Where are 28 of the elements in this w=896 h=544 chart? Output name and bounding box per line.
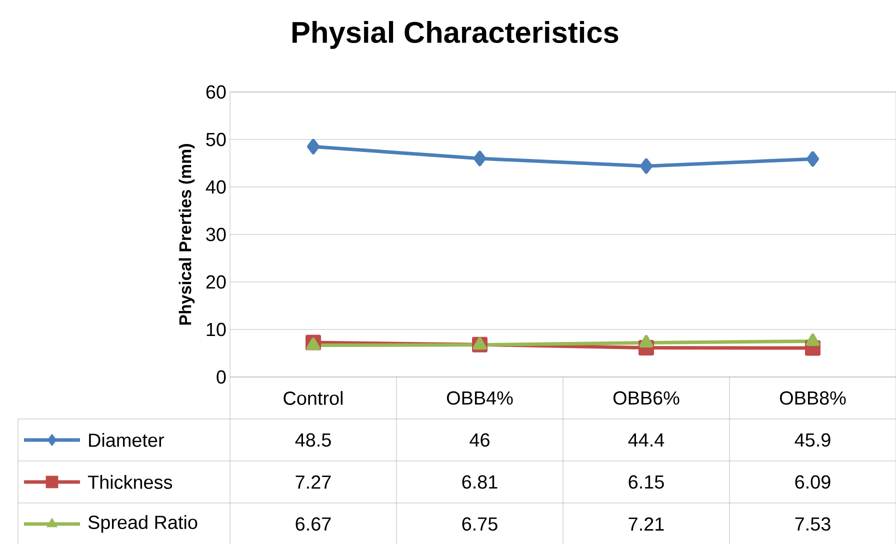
data-label: 46 — [470, 433, 490, 447]
y-tick-label: 60 — [206, 85, 226, 99]
y-tick-label: 50 — [206, 132, 226, 146]
legend-label: Thickness — [88, 475, 172, 489]
y-tick-label: 30 — [206, 228, 226, 242]
data-label: 7.27 — [296, 475, 331, 489]
data-label: 6.15 — [628, 475, 664, 489]
y-tick-label: 0 — [216, 370, 226, 384]
data-label: 48.5 — [295, 433, 331, 447]
x-tick-label: OBB8% — [780, 391, 846, 405]
x-tick-label: OBB4% — [446, 391, 513, 405]
y-tick-label: 40 — [206, 180, 226, 194]
data-label: 45.9 — [794, 433, 830, 447]
legend-label: Diameter — [89, 433, 164, 447]
y-tick-label: 10 — [206, 322, 226, 336]
y-axis-title: Physical Prerties (mm) — [178, 144, 195, 325]
data-label: 6.09 — [795, 475, 830, 489]
data-label: 6.67 — [296, 517, 331, 531]
data-label: 6.81 — [462, 475, 498, 489]
data-label: 7.21 — [628, 517, 664, 531]
data-label: 44.4 — [628, 433, 664, 446]
y-tick-label: 20 — [206, 275, 226, 289]
legend-label: Spread Ratio — [88, 515, 198, 533]
x-tick-label: Control — [284, 391, 342, 405]
data-label: 6.75 — [462, 517, 498, 531]
chart-title: Physial Characteristics — [292, 21, 618, 49]
data-label: 7.53 — [795, 517, 830, 531]
x-tick-label: OBB6% — [613, 391, 680, 405]
